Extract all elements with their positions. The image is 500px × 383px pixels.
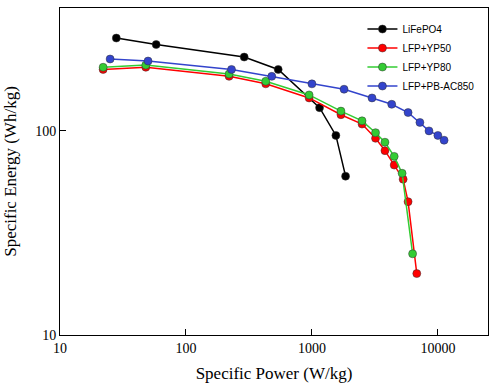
svg-text:LiFePO4: LiFePO4 <box>402 24 442 35</box>
svg-text:10: 10 <box>53 341 67 356</box>
svg-text:10: 10 <box>42 328 56 343</box>
svg-text:100: 100 <box>35 124 56 139</box>
svg-text:10000: 10000 <box>420 341 455 356</box>
svg-text:100: 100 <box>175 341 196 356</box>
svg-text:Specific Power (W/kg): Specific Power (W/kg) <box>196 364 353 383</box>
svg-text:LFP+YP80: LFP+YP80 <box>402 62 451 73</box>
svg-text:LFP+YP50: LFP+YP50 <box>402 43 451 54</box>
svg-text:1000: 1000 <box>298 341 326 356</box>
svg-text:Specific Energy (Wh/kg): Specific Energy (Wh/kg) <box>1 86 20 257</box>
svg-text:LFP+PB-AC850: LFP+PB-AC850 <box>402 81 474 92</box>
